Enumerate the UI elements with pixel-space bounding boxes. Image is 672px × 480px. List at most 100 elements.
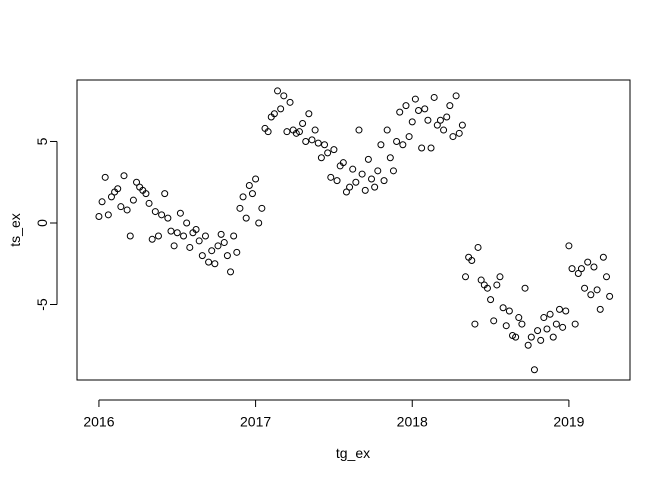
point <box>186 243 194 251</box>
point <box>543 325 551 333</box>
point <box>487 296 495 304</box>
point <box>603 273 611 281</box>
point <box>415 106 423 114</box>
point <box>255 219 263 227</box>
point <box>477 276 485 284</box>
point <box>530 366 538 374</box>
point <box>158 211 166 219</box>
point <box>399 141 407 149</box>
point <box>107 193 115 201</box>
point <box>223 252 231 260</box>
point <box>368 175 376 183</box>
point <box>471 320 479 328</box>
point <box>258 204 266 212</box>
point <box>314 139 322 147</box>
point <box>245 181 253 189</box>
point <box>596 305 604 313</box>
point <box>349 165 357 173</box>
point <box>126 232 134 240</box>
point <box>264 128 272 136</box>
point <box>587 291 595 299</box>
point <box>393 137 401 145</box>
point <box>148 235 156 243</box>
point <box>386 154 394 162</box>
point <box>559 323 567 331</box>
point <box>446 102 454 110</box>
point <box>405 133 413 141</box>
point <box>339 159 347 167</box>
point <box>458 121 466 129</box>
point <box>361 186 369 194</box>
point <box>433 121 441 129</box>
point <box>352 178 360 186</box>
point <box>180 232 188 240</box>
point <box>562 307 570 315</box>
point <box>104 211 112 219</box>
point <box>515 314 523 322</box>
point <box>248 190 256 198</box>
point <box>358 170 366 178</box>
point <box>534 327 542 335</box>
point <box>565 242 573 250</box>
point <box>305 110 313 118</box>
point <box>549 333 557 341</box>
point <box>355 126 363 134</box>
point <box>371 183 379 191</box>
point <box>173 229 181 237</box>
point <box>474 243 482 251</box>
point <box>299 120 307 128</box>
point <box>599 253 607 261</box>
plot-box <box>76 79 631 381</box>
point <box>581 284 589 292</box>
point <box>280 92 288 100</box>
point <box>524 341 532 349</box>
point <box>493 281 501 289</box>
point <box>154 232 162 240</box>
point <box>123 206 131 214</box>
point <box>483 284 491 292</box>
point <box>283 128 291 136</box>
point <box>418 144 426 152</box>
point <box>176 209 184 217</box>
point <box>145 199 153 207</box>
point <box>295 128 303 136</box>
point <box>317 154 325 162</box>
point <box>571 320 579 328</box>
point <box>518 320 526 328</box>
y-tick-label: -5 <box>34 298 50 311</box>
point <box>402 102 410 110</box>
point <box>389 167 397 175</box>
point <box>462 273 470 281</box>
point <box>427 144 435 152</box>
x-tick-label: 2019 <box>553 413 584 429</box>
point <box>233 248 241 256</box>
point <box>308 136 316 144</box>
point <box>593 286 601 294</box>
point <box>574 270 582 278</box>
point <box>120 172 128 180</box>
point <box>521 284 529 292</box>
point <box>502 322 510 330</box>
point <box>164 214 172 222</box>
point <box>236 204 244 212</box>
point <box>411 95 419 103</box>
point <box>568 265 576 273</box>
point <box>512 333 520 341</box>
point <box>556 305 564 313</box>
point <box>151 208 159 216</box>
point <box>577 265 585 273</box>
point <box>195 237 203 245</box>
point <box>321 141 329 149</box>
point <box>383 126 391 134</box>
point <box>129 196 137 204</box>
point <box>205 258 213 266</box>
y-tick-label: 0 <box>34 219 50 227</box>
point <box>330 146 338 154</box>
point <box>277 105 285 113</box>
point <box>333 177 341 185</box>
point <box>537 336 545 344</box>
point <box>242 214 250 222</box>
point <box>552 320 560 328</box>
point <box>468 256 476 264</box>
